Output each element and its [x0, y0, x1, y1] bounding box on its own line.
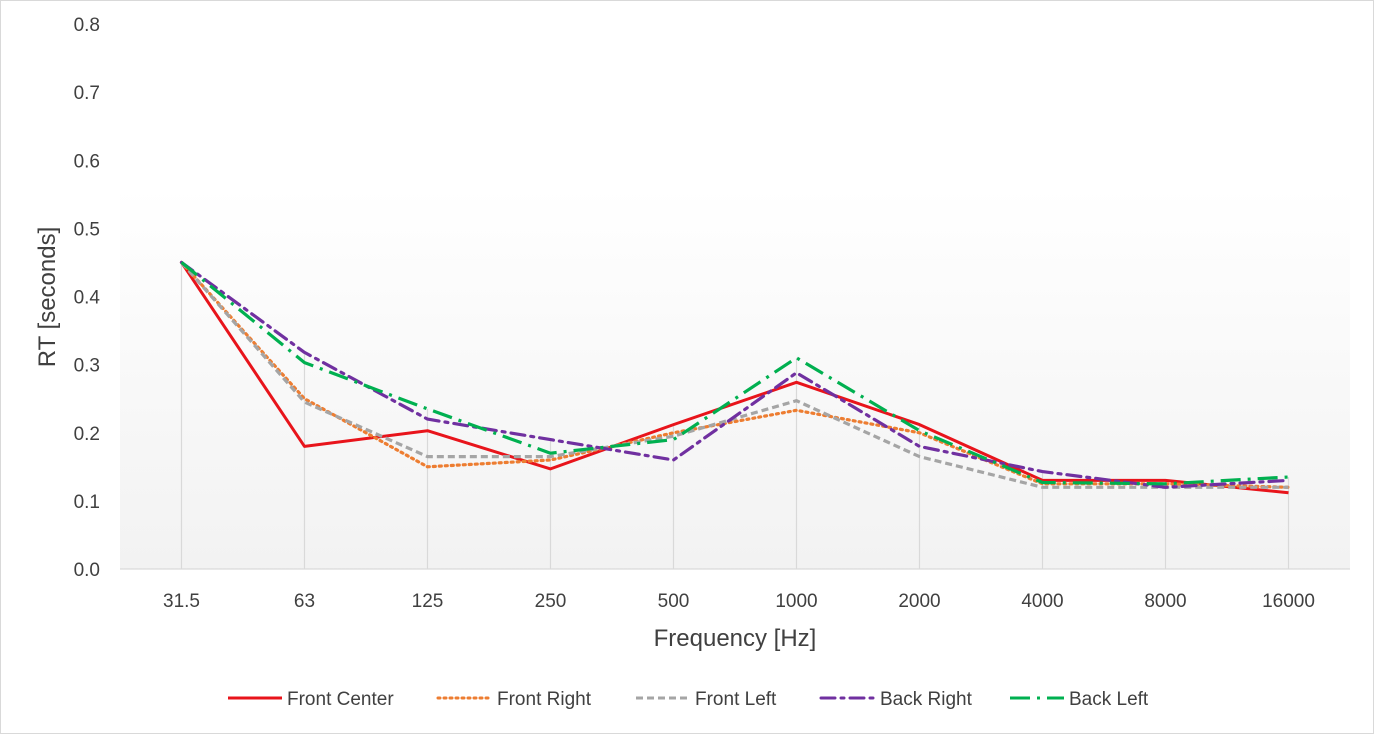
y-tick-label: 0.6	[74, 151, 100, 172]
legend: Front Center Front Right Front Left Back Ri…	[228, 689, 1149, 710]
x-axis-title: Frequency [Hz]	[654, 625, 817, 652]
x-tick-label: 125	[412, 591, 444, 612]
series-lines	[179, 260, 1291, 495]
legend-label: Back Left	[1069, 689, 1149, 710]
grid-lines	[120, 262, 1350, 570]
x-tick-label: 63	[294, 591, 315, 612]
x-tick-label: 4000	[1021, 591, 1063, 612]
y-tick-label: 0.2	[74, 424, 100, 445]
legend-label: Front Right	[497, 689, 592, 710]
x-tick-label: 1000	[775, 591, 817, 612]
y-tick-label: 0.1	[74, 492, 100, 513]
y-axis-title: RT [seconds]	[34, 227, 61, 368]
y-tick-label: 0.4	[74, 288, 101, 309]
x-tick-label: 31.5	[163, 591, 200, 612]
series-line-front-right	[179, 260, 1291, 489]
y-tick-label: 0.0	[74, 560, 100, 581]
x-tick-label: 500	[658, 591, 690, 612]
legend-label: Front Left	[695, 689, 777, 710]
plot-area	[120, 24, 1350, 569]
y-tick-labels: 0.0 0.1 0.2 0.3 0.4 0.5 0.6 0.7 0.8	[74, 15, 101, 581]
x-tick-label: 250	[535, 591, 567, 612]
series-line-back-left	[180, 261, 1289, 486]
series-line-front-left	[180, 261, 1289, 489]
x-tick-label: 2000	[898, 591, 940, 612]
y-tick-label: 0.5	[74, 219, 100, 240]
y-tick-label: 0.7	[74, 83, 100, 104]
x-tick-label: 8000	[1144, 591, 1186, 612]
x-tick-label: 16000	[1262, 591, 1315, 612]
legend-label: Front Center	[287, 689, 394, 710]
y-tick-label: 0.8	[74, 15, 100, 36]
legend-label: Back Right	[880, 689, 973, 710]
x-tick-labels: 31.5 63 125 250 500 1000 2000 4000 8000 16000	[163, 591, 1315, 612]
y-tick-label: 0.3	[74, 356, 100, 377]
